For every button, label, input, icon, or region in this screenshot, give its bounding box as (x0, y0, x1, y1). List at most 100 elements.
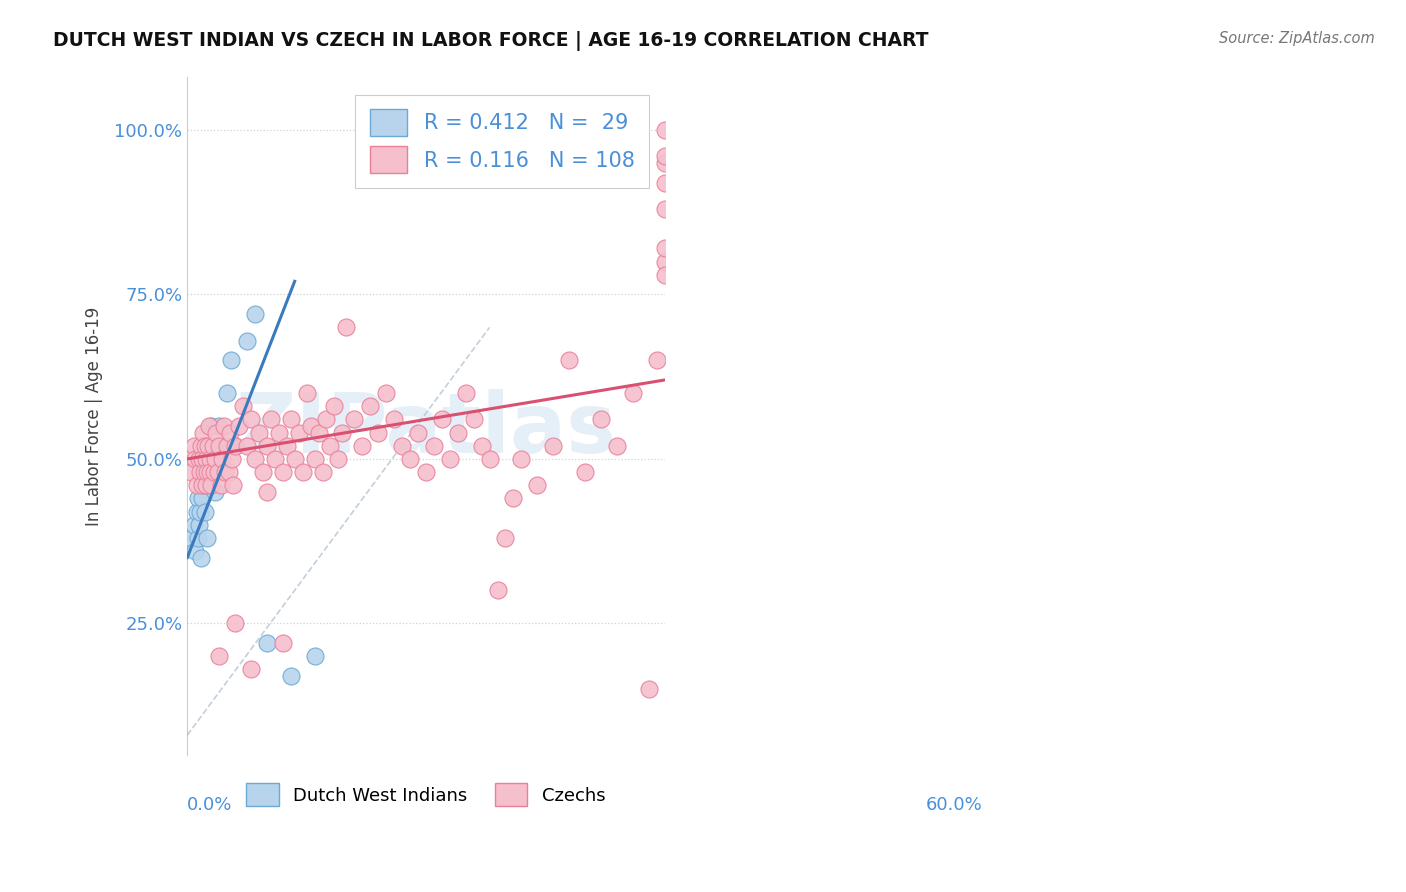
Point (180, 465, 202, 479)
Point (222, 478, 245, 492)
Point (654, 176, 676, 190)
Point (197, 439, 219, 453)
Point (193, 425, 215, 440)
Point (183, 517, 205, 532)
Point (247, 425, 270, 440)
Point (558, 353, 581, 368)
Point (263, 451, 285, 466)
Point (299, 419, 322, 434)
Point (606, 439, 628, 453)
Point (200, 419, 222, 434)
Point (256, 439, 278, 453)
Point (188, 504, 211, 518)
Point (271, 636, 294, 650)
Point (183, 439, 205, 453)
Point (236, 334, 259, 348)
Point (195, 465, 218, 479)
Point (212, 419, 235, 434)
Point (243, 451, 266, 466)
Point (207, 451, 229, 466)
Point (219, 353, 242, 368)
Point (375, 386, 398, 401)
Point (332, 425, 354, 440)
Point (654, 123, 676, 137)
Point (526, 478, 548, 492)
Point (194, 439, 217, 453)
Point (502, 491, 524, 506)
Point (193, 465, 215, 479)
Point (323, 399, 346, 413)
Point (430, 412, 453, 426)
Point (252, 465, 274, 479)
Point (188, 517, 211, 532)
Point (287, 425, 309, 440)
Point (204, 451, 226, 466)
Point (280, 669, 302, 683)
Point (193, 478, 215, 492)
Point (202, 465, 225, 479)
Point (190, 550, 212, 565)
Point (211, 451, 233, 466)
Point (260, 412, 283, 426)
Point (423, 439, 446, 453)
Point (215, 386, 238, 401)
Point (510, 451, 533, 466)
Point (271, 465, 294, 479)
Point (184, 544, 207, 558)
Point (198, 451, 221, 466)
Point (208, 419, 231, 434)
Text: 60.0%: 60.0% (927, 796, 983, 814)
Point (209, 439, 232, 453)
Point (637, 682, 659, 697)
Point (224, 439, 246, 453)
Point (447, 425, 470, 440)
Point (391, 439, 413, 453)
Point (219, 425, 242, 440)
Point (190, 439, 212, 453)
Point (190, 491, 212, 506)
Point (194, 478, 217, 492)
Point (284, 451, 307, 466)
Point (267, 425, 290, 440)
Point (239, 662, 262, 676)
Point (224, 439, 246, 453)
Point (208, 439, 231, 453)
Y-axis label: In Labor Force | Age 16-19: In Labor Force | Age 16-19 (86, 307, 103, 525)
Point (180, 531, 202, 545)
Point (406, 425, 429, 440)
Point (195, 451, 218, 466)
Point (463, 412, 485, 426)
Point (243, 307, 266, 321)
Point (315, 412, 337, 426)
Point (188, 465, 211, 479)
Point (541, 439, 564, 453)
Point (187, 491, 209, 506)
Point (319, 439, 342, 453)
Point (239, 412, 262, 426)
Point (184, 451, 207, 466)
Point (454, 386, 477, 401)
Point (256, 484, 278, 499)
Point (621, 386, 644, 401)
Point (195, 465, 218, 479)
Point (367, 425, 389, 440)
Legend: Dutch West Indians, Czechs: Dutch West Indians, Czechs (239, 776, 613, 814)
Text: ZIPatlas: ZIPatlas (235, 389, 616, 470)
Point (295, 386, 318, 401)
Point (201, 439, 224, 453)
Point (382, 412, 405, 426)
Point (439, 451, 461, 466)
Point (352, 439, 374, 453)
Point (486, 583, 509, 598)
Point (308, 425, 330, 440)
Point (654, 156, 676, 170)
Point (204, 484, 226, 499)
Point (214, 465, 236, 479)
Point (200, 478, 222, 492)
Text: Source: ZipAtlas.com: Source: ZipAtlas.com (1219, 31, 1375, 46)
Point (328, 451, 350, 466)
Point (207, 465, 229, 479)
Point (194, 504, 217, 518)
Point (574, 465, 596, 479)
Point (311, 465, 333, 479)
